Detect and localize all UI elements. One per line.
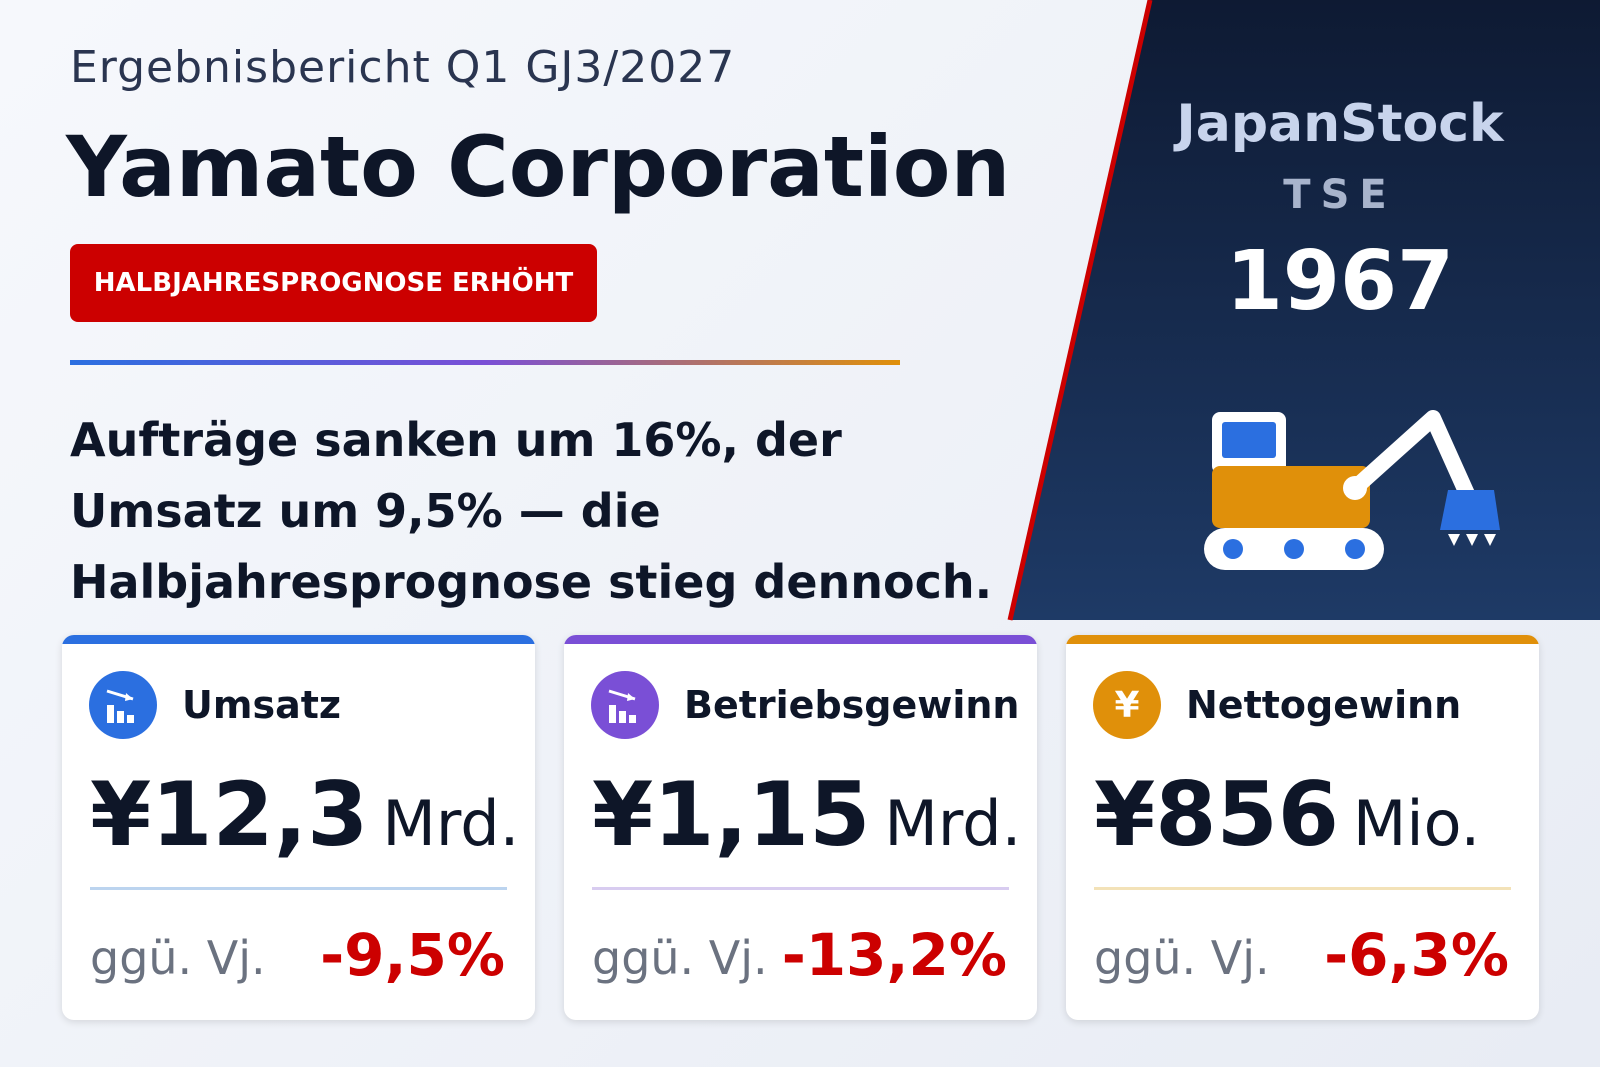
divider (70, 360, 900, 365)
icon (89, 671, 157, 739)
value: ¥12,3 (90, 763, 369, 866)
metric-card: Betriebsgewinn ¥1,15 Mrd. ggü. Vj. -13,2% (564, 635, 1037, 1020)
exchange: TSE (1283, 172, 1397, 218)
compare-label: ggü. Vj. (90, 931, 266, 985)
subtitle: Ergebnisbericht Q1 GJ3/2027 (70, 42, 736, 93)
unit: Mrd. (884, 787, 1022, 860)
unit: Mio. (1352, 787, 1481, 860)
card-label: Betriebsgewinn (684, 683, 1020, 727)
change: -13,2% (781, 921, 1007, 989)
title: Yamato Corporation (66, 118, 1011, 216)
card-label: Umsatz (182, 683, 341, 727)
compare-label: ggü. Vj. (592, 931, 768, 985)
metric-card: Umsatz ¥12,3 Mrd. ggü. Vj. -9,5% (62, 635, 535, 1020)
badge: HALBJAHRESPROGNOSE ERHÖHT (70, 244, 597, 322)
change: -9,5% (320, 921, 505, 989)
brand-name: JapanStock (1176, 94, 1504, 154)
headline-line: Halbjahresprognose stieg dennoch. (70, 555, 993, 609)
headline-line: Umsatz um 9,5% — die (70, 484, 661, 538)
stock-code: 1967 (1225, 234, 1455, 329)
compare-label: ggü. Vj. (1094, 931, 1270, 985)
change: -6,3% (1324, 921, 1509, 989)
card-label: Nettogewinn (1186, 683, 1462, 727)
value: ¥856 (1094, 763, 1339, 866)
icon: ¥ (1093, 671, 1161, 739)
headline-line: Aufträge sanken um 16%, der (70, 413, 842, 467)
icon (591, 671, 659, 739)
excavator-icon (1204, 410, 1500, 570)
metric-card: ¥ Nettogewinn ¥856 Mio. ggü. Vj. -6,3% (1066, 635, 1539, 1020)
unit: Mrd. (382, 787, 520, 860)
value: ¥1,15 (592, 763, 871, 866)
